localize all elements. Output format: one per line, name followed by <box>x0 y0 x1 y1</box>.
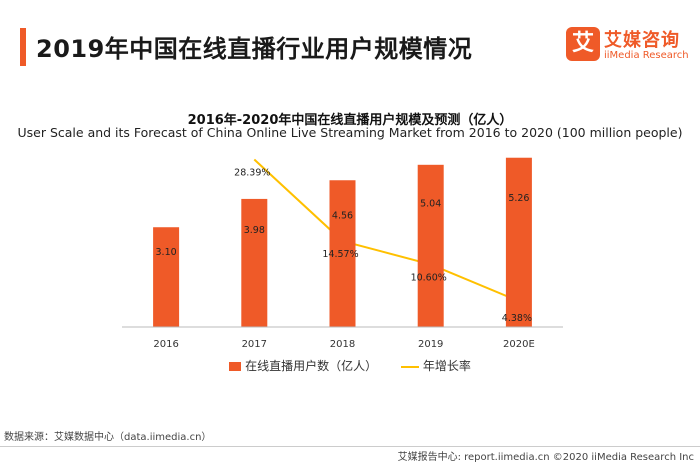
copyright: 艾媒报告中心: report.iimedia.cn ©2020 iiMedia … <box>397 452 694 463</box>
chart-legend: 在线直播用户数（亿人） 年增长率 <box>0 357 700 374</box>
legend-bar-label: 在线直播用户数（亿人） <box>245 359 378 373</box>
x-tick-label: 2017 <box>242 339 267 350</box>
legend-item-line: 年增长率 <box>400 357 471 374</box>
growth-rate-line <box>253 158 520 303</box>
legend-line-swatch <box>400 365 419 368</box>
legend-item-bar: 在线直播用户数（亿人） <box>229 357 377 374</box>
growth-rate-label: 4.38% <box>502 313 532 324</box>
brand-logo: 艾 艾媒咨询 iiMedia Research <box>566 27 694 71</box>
page-title: 2019年中国在线直播行业用户规模情况 <box>36 35 473 63</box>
x-tick-label: 2016 <box>153 339 178 350</box>
data-source: 数据来源：艾媒数据中心（data.iimedia.cn） <box>4 432 212 443</box>
bar-value-label: 5.04 <box>420 198 441 209</box>
bar-value-label: 3.98 <box>244 225 265 236</box>
growth-rate-label: 14.57% <box>322 249 358 260</box>
x-tick-label: 2020E <box>503 339 535 350</box>
bar-value-label: 4.56 <box>332 211 353 222</box>
legend-bar-swatch <box>229 362 242 371</box>
bar-2019 <box>417 164 444 327</box>
footer-divider <box>0 446 700 447</box>
bar-2016 <box>153 227 180 327</box>
bar-value-label: 3.10 <box>156 247 177 258</box>
bar-2017 <box>241 198 268 327</box>
bar-value-label: 5.26 <box>508 193 529 204</box>
x-tick-label: 2019 <box>418 339 443 350</box>
brand-logo-icon: 艾 <box>566 27 600 61</box>
brand-name-en: iiMedia Research <box>604 50 689 61</box>
growth-rate-label: 10.60% <box>411 272 447 283</box>
growth-rate-label: 28.39% <box>234 167 270 178</box>
chart-subtitle: User Scale and its Forecast of China Onl… <box>17 125 683 140</box>
legend-line-label: 年增长率 <box>422 359 471 373</box>
bar-2020E <box>505 157 532 327</box>
brand-name-cn: 艾媒咨询 <box>604 30 680 51</box>
bar-2018 <box>329 180 356 327</box>
x-tick-label: 2018 <box>330 339 355 350</box>
chart-title: 2016年-2020年中国在线直播用户规模及预测（亿人） <box>187 113 513 128</box>
header-accent-bar <box>20 28 26 66</box>
